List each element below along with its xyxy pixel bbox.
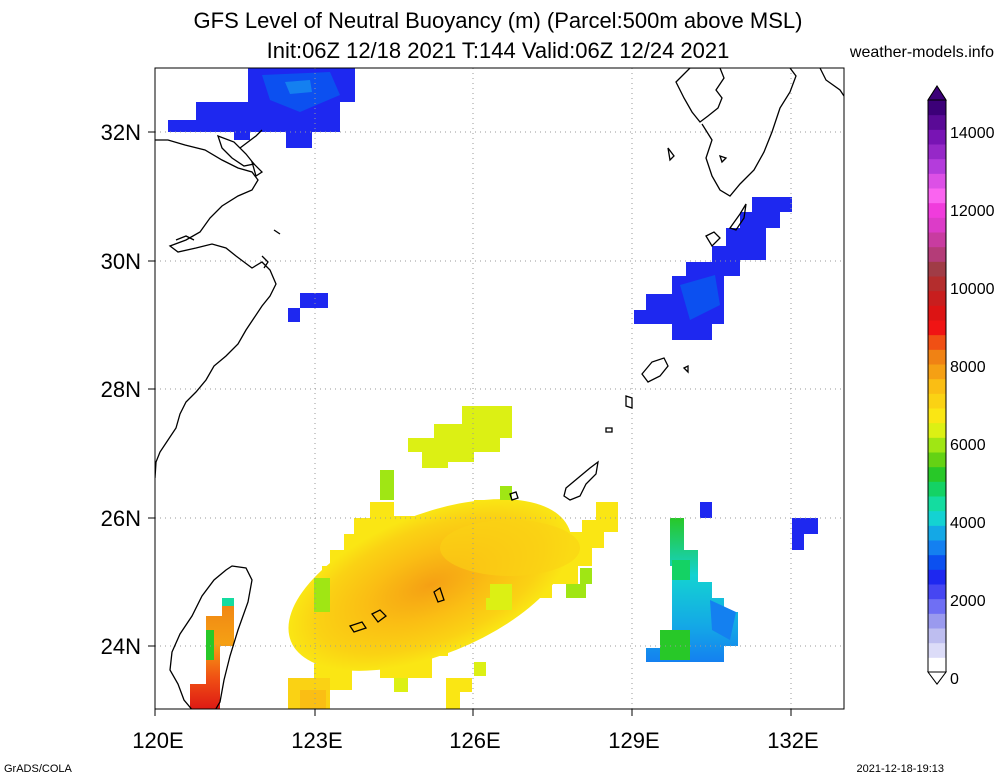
colorbar-swatch	[928, 525, 946, 541]
software-credit: GrADS/COLA	[4, 763, 72, 775]
y-tick-label: 24N	[101, 634, 141, 659]
colorbar-swatch	[928, 378, 946, 394]
field-area-small-blue	[288, 293, 328, 322]
colorbar-swatch	[928, 422, 946, 438]
colorbar-swatch	[928, 276, 946, 292]
colorbar-swatch	[928, 217, 946, 233]
colorbar-label: 0	[950, 671, 959, 688]
colorbar-swatch	[928, 481, 946, 497]
colorbar-label: 12000	[950, 203, 995, 220]
colorbar-swatch	[928, 261, 946, 277]
colorbar-swatch	[928, 510, 946, 526]
colorbar-swatch	[928, 188, 946, 204]
colorbar-swatch	[928, 364, 946, 380]
colorbar-label: 14000	[950, 125, 995, 142]
map-gridlines	[155, 68, 844, 709]
y-axis-labels: 24N 26N 28N 30N 32N	[101, 120, 141, 659]
colorbar-swatch	[928, 202, 946, 218]
coastlines	[155, 68, 844, 709]
colorbar-swatch	[928, 232, 946, 248]
china-coastline	[155, 139, 277, 479]
x-tick-label: 120E	[132, 728, 183, 753]
x-axis-labels: 120E 123E 126E 129E 132E	[132, 728, 818, 753]
colorbar-swatch	[928, 584, 946, 600]
y-tick-label: 32N	[101, 120, 141, 145]
x-tick-label: 132E	[767, 728, 818, 753]
colorbar-swatch	[928, 657, 946, 673]
x-tick-label: 129E	[608, 728, 659, 753]
colorbar-swatch	[928, 466, 946, 482]
colorbar-label: 4000	[950, 515, 986, 532]
x-tick-label: 126E	[449, 728, 500, 753]
field-area-main	[408, 406, 512, 468]
colorbar-top-cap	[927, 85, 947, 101]
colorbar-swatch	[928, 349, 946, 365]
y-tick-label: 28N	[101, 377, 141, 402]
colorbar-swatch	[928, 540, 946, 556]
taiwan-coastline	[169, 565, 253, 709]
colorbar-label: 2000	[950, 593, 986, 610]
colorbar-swatch	[928, 246, 946, 262]
buoyancy-field	[168, 68, 818, 709]
field-area-east-blue	[634, 197, 792, 340]
field-area-east-cyan	[646, 518, 738, 662]
chart-subtitle: Init:06Z 12/18 2021 T:144 Valid:06Z 12/2…	[266, 38, 730, 63]
colorbar-swatch	[928, 100, 946, 116]
colorbar-swatch	[928, 613, 946, 629]
colorbar-swatch	[928, 144, 946, 160]
site-credit: weather-models.info	[849, 44, 994, 61]
axis-ticks	[148, 131, 792, 716]
colorbar-swatch	[928, 642, 946, 658]
colorbar-swatch	[928, 393, 946, 409]
colorbar-swatch	[928, 320, 946, 336]
x-tick-label: 123E	[291, 728, 342, 753]
colorbar-swatch	[928, 305, 946, 321]
colorbar-swatch	[928, 173, 946, 189]
colorbar-label: 8000	[950, 359, 986, 376]
colorbar-swatch	[928, 114, 946, 130]
colorbar-bottom-cap	[927, 671, 947, 685]
colorbar-swatch	[928, 129, 946, 145]
y-tick-label: 26N	[101, 506, 141, 531]
colorbar-swatch	[928, 437, 946, 453]
colorbar-swatch	[928, 158, 946, 174]
colorbar-swatch	[928, 569, 946, 585]
render-timestamp: 2021-12-18-19:13	[856, 763, 944, 775]
colorbar-swatch	[928, 496, 946, 512]
kyushu-coastline	[675, 68, 725, 123]
colorbar-label: 10000	[950, 281, 995, 298]
colorbar-labels: 0 2000 4000 6000 8000 10000 12000 14000	[950, 125, 995, 688]
colorbar	[927, 85, 947, 685]
colorbar-swatch	[928, 408, 946, 424]
colorbar-swatch	[928, 628, 946, 644]
chart-title: GFS Level of Neutral Buoyancy (m) (Parce…	[193, 8, 803, 33]
colorbar-swatch	[928, 334, 946, 350]
colorbar-swatch	[928, 554, 946, 570]
colorbar-label: 6000	[950, 437, 986, 454]
colorbar-swatch	[928, 598, 946, 614]
colorbar-swatch	[928, 290, 946, 306]
y-tick-label: 30N	[101, 249, 141, 274]
colorbar-swatch	[928, 452, 946, 468]
